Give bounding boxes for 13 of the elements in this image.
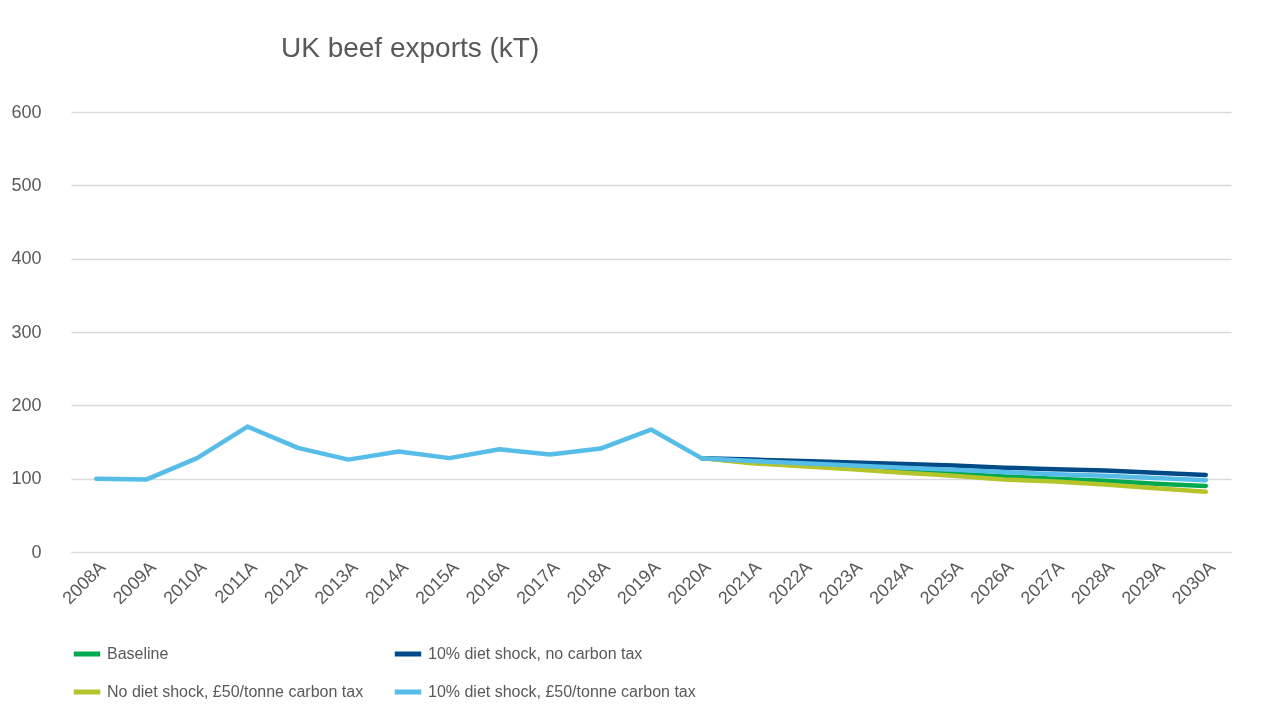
legend-label: Baseline [107,645,169,662]
y-tick-label: 200 [11,394,42,415]
y-tick-label: 100 [11,468,42,489]
y-tick-label: 300 [11,321,42,342]
chart-title: UK beef exports (kT) [280,32,540,63]
y-tick-label: 400 [11,248,42,269]
y-tick-label: 0 [31,541,42,562]
legend-label: No diet shock, £50/tonne carbon tax [107,683,364,700]
line-series [93,424,1209,483]
y-tick-label: 600 [11,101,42,122]
legend-label: 10% diet shock, no carbon tax [428,645,643,662]
y-tick-label: 500 [11,174,42,195]
legend-label: 10% diet shock, £50/tonne carbon tax [428,683,696,700]
